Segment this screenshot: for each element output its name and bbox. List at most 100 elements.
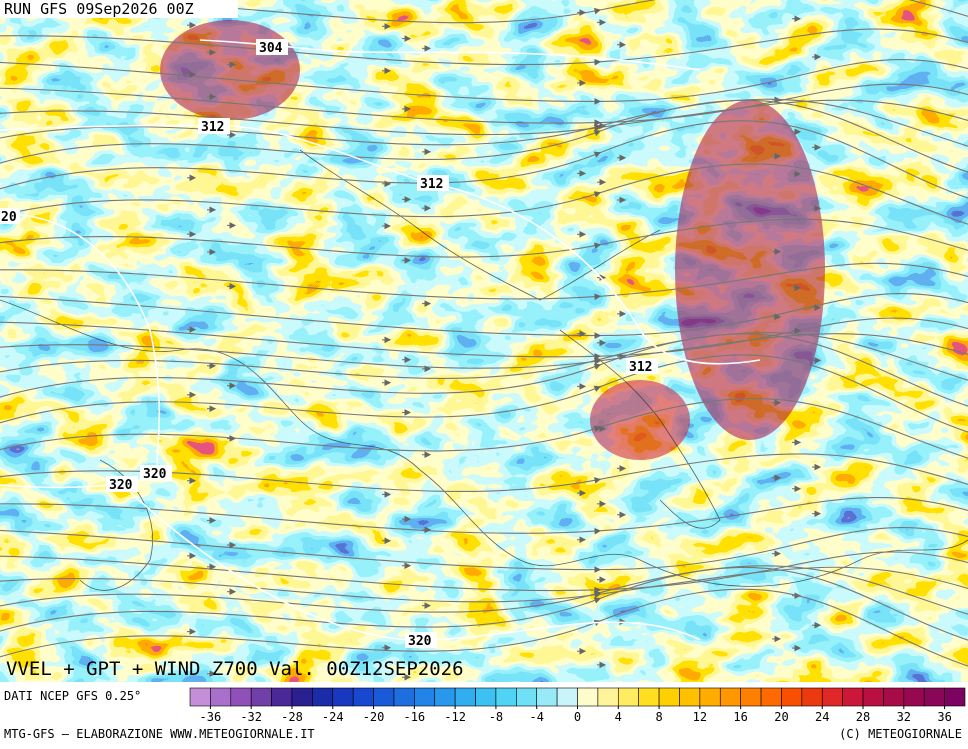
colorbar-tick-label: -32 xyxy=(240,710,262,724)
streamline xyxy=(0,527,968,573)
colorbar-swatch xyxy=(903,687,925,707)
streamline xyxy=(0,120,968,199)
colorbar-tick-label: 36 xyxy=(937,710,951,724)
colorbar-swatch xyxy=(516,687,538,707)
colorbar-tick-label: 24 xyxy=(815,710,829,724)
streamline xyxy=(0,565,968,615)
streamline xyxy=(0,567,968,641)
colorbar-swatch xyxy=(862,687,884,707)
streamline xyxy=(0,293,968,339)
streamline xyxy=(0,218,968,258)
colorbar-tick-label: -36 xyxy=(200,710,222,724)
contour-label: 304 xyxy=(259,41,283,56)
footer-right: (C) METEOGIORNALE xyxy=(839,727,962,741)
streamline xyxy=(0,317,968,360)
streamline xyxy=(0,332,968,381)
streamline xyxy=(0,163,968,225)
colorbar-swatch xyxy=(434,687,456,707)
streamline xyxy=(0,58,968,105)
contour-label: 320 xyxy=(109,478,133,493)
streamline xyxy=(0,99,968,136)
colorbar-tick-label: 0 xyxy=(574,710,581,724)
streamline xyxy=(0,333,968,407)
colorbar-swatch xyxy=(699,687,721,707)
colorbar-swatch xyxy=(617,687,639,707)
colorbar-swatch xyxy=(352,687,374,707)
header-box xyxy=(0,0,238,18)
streamline xyxy=(0,83,968,126)
contour-label: 20 xyxy=(1,210,17,225)
colorbar-swatch xyxy=(556,687,578,707)
colorbar-swatch xyxy=(658,687,680,707)
contour-labels: 304 312 312 312 320 320 320 20 xyxy=(0,39,658,649)
colorbar-tick-label: -28 xyxy=(281,710,303,724)
colorbar-swatch xyxy=(393,687,415,707)
colorbar-swatch xyxy=(210,687,232,707)
colorbar-swatch xyxy=(495,687,517,707)
map-title: VVEL + GPT + WIND Z700 Val. 00Z12SEP2026 xyxy=(6,658,464,680)
colorbar-tick-label: -4 xyxy=(529,710,543,724)
colorbar-swatch xyxy=(189,687,211,707)
colorbar-tick-label: 4 xyxy=(615,710,622,724)
footer-left: MTG-GFS — ELABORAZIONE WWW.METEOGIORNALE… xyxy=(4,727,315,741)
wind-streamlines xyxy=(0,0,968,681)
source-label: DATI NCEP GFS 0.25° xyxy=(4,689,141,703)
colorbar-swatch xyxy=(740,687,762,707)
colorbar-swatch xyxy=(760,687,782,707)
colorbar-tick-label: -24 xyxy=(322,710,344,724)
colorbar-swatch xyxy=(454,687,476,707)
contour-label: 312 xyxy=(420,177,443,192)
colorbar: -36 -32 -28 -24 -20 -16 -12 -8 -4 0 4 8 12 16 20 24 28 32… xyxy=(189,687,966,724)
contour-label: 312 xyxy=(201,120,224,135)
contour-label: 320 xyxy=(143,467,167,482)
contour-label: 320 xyxy=(408,634,432,649)
colorbar-swatch xyxy=(679,687,701,707)
streamline xyxy=(0,588,968,667)
colorbar-swatch xyxy=(638,687,660,707)
streamline xyxy=(0,496,968,535)
streamline xyxy=(0,262,968,300)
streamline xyxy=(0,551,968,594)
streamline xyxy=(0,566,968,603)
contour-label: 312 xyxy=(629,360,652,375)
colorbar-tick-label: 16 xyxy=(733,710,747,724)
streamline xyxy=(0,354,968,433)
streamline xyxy=(0,333,968,369)
streamline xyxy=(0,28,968,66)
colorbar-swatch xyxy=(577,687,599,707)
colorbar-swatch xyxy=(883,687,905,707)
colorbar-tick-label: 28 xyxy=(856,710,870,724)
run-label: RUN GFS 09Sep2026 00Z xyxy=(4,0,194,18)
colorbar-swatch xyxy=(719,687,741,707)
colorbar-swatch xyxy=(801,687,823,707)
colorbar-swatch xyxy=(414,687,436,707)
colorbar-swatch xyxy=(923,687,945,707)
colorbar-tick-label: -8 xyxy=(489,710,503,724)
colorbar-swatch xyxy=(373,687,395,707)
colorbar-swatch xyxy=(332,687,354,707)
colorbar-tick-label: 32 xyxy=(897,710,911,724)
colorbar-swatch xyxy=(536,687,558,707)
colorbar-tick-label: -20 xyxy=(363,710,385,724)
colorbar-swatch xyxy=(944,687,966,707)
colorbar-swatch xyxy=(781,687,803,707)
colorbar-swatch xyxy=(291,687,313,707)
colorbar-swatch xyxy=(271,687,293,707)
colorbar-swatch xyxy=(312,687,334,707)
colorbar-swatch xyxy=(230,687,252,707)
colorbar-tick-label: 8 xyxy=(655,710,662,724)
colorbar-tick-label: 12 xyxy=(693,710,707,724)
colorbar-tick-label: 20 xyxy=(774,710,788,724)
colorbar-swatch xyxy=(597,687,619,707)
streamline xyxy=(0,99,968,173)
colorbar-swatch xyxy=(842,687,864,707)
colorbar-swatch xyxy=(250,687,272,707)
streamline xyxy=(0,98,968,147)
colorbar-tick-label: -12 xyxy=(444,710,466,724)
colorbar-tick-label: -16 xyxy=(403,710,425,724)
colorbar-swatch xyxy=(475,687,497,707)
colorbar-swatch xyxy=(821,687,843,707)
streamline xyxy=(0,398,968,459)
